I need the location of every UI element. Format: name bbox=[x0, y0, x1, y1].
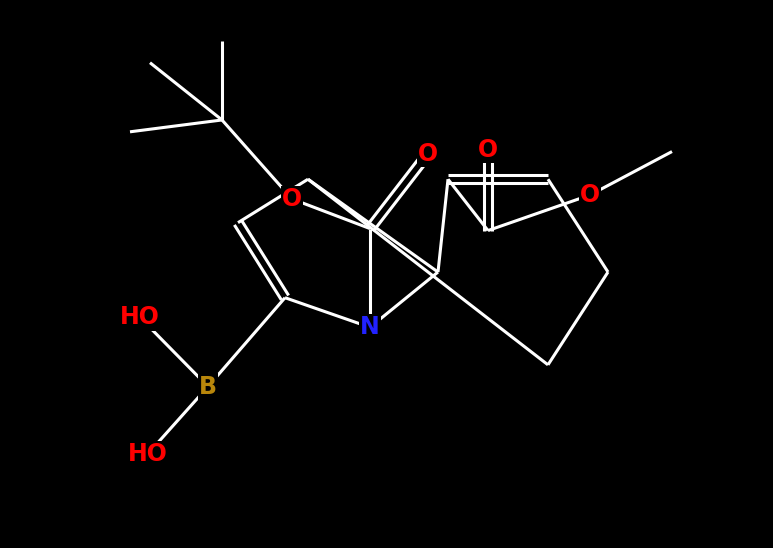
Text: O: O bbox=[418, 141, 438, 165]
Text: HO: HO bbox=[120, 305, 160, 329]
Text: B: B bbox=[199, 375, 217, 398]
Text: O: O bbox=[580, 183, 600, 207]
Text: N: N bbox=[360, 315, 380, 339]
Text: HO: HO bbox=[128, 442, 168, 466]
Text: O: O bbox=[282, 187, 302, 211]
Text: O: O bbox=[478, 138, 498, 162]
